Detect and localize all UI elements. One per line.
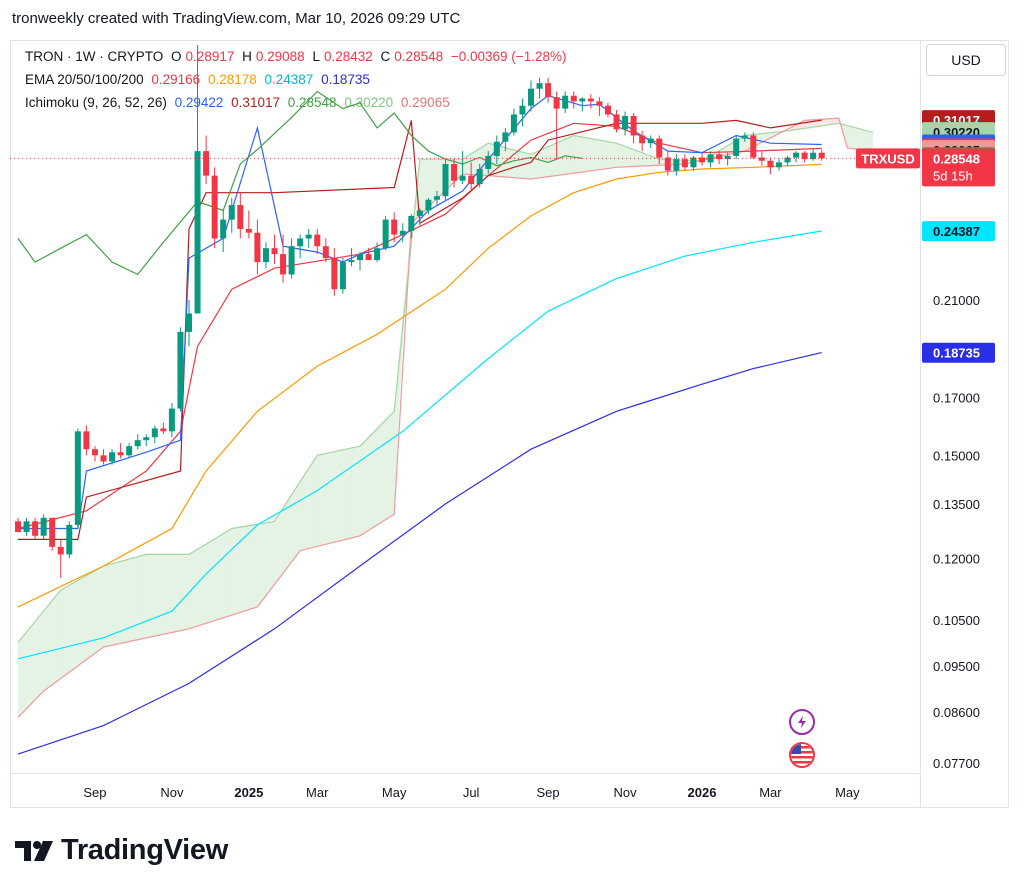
- time-axis-separator: [10, 773, 920, 774]
- ema-legend-row[interactable]: EMA 20/50/100/200 0.29166 0.28178 0.2438…: [25, 72, 374, 87]
- tradingview-logo[interactable]: TradingView: [15, 834, 228, 867]
- ema-value-20: 0.29166: [151, 72, 201, 87]
- ichimoku-value-tenkan: 0.29422: [174, 95, 224, 110]
- chart-frame[interactable]: [10, 40, 1009, 808]
- ohlc-open: O 0.28917: [171, 49, 235, 64]
- price-change: −0.00369 (−1.28%): [450, 49, 567, 64]
- symbol-legend-row[interactable]: TRON · 1W · CRYPTO O 0.28917 H 0.29088 L 0.…: [25, 49, 570, 64]
- ohlc-high: H 0.29088: [242, 49, 305, 64]
- ohlc-close: C 0.28548: [380, 49, 444, 64]
- ichimoku-value-span-b: 0.29065: [400, 95, 450, 110]
- ichimoku-value-chikou: 0.28548: [287, 95, 337, 110]
- lightning-icon[interactable]: [789, 709, 815, 735]
- ichimoku-value-kijun: 0.31017: [231, 95, 280, 110]
- chart-caption: tronweekly created with TradingView.com,…: [12, 10, 461, 27]
- tradingview-logo-icon: [15, 840, 53, 861]
- ichimoku-value-span-a: 0.30220: [344, 95, 394, 110]
- ichimoku-label: Ichimoku (9, 26, 52, 26): [25, 95, 167, 110]
- ohlc-low: L 0.28432: [312, 49, 373, 64]
- currency-button[interactable]: USD: [926, 44, 1006, 76]
- ema-value-200: 0.18735: [321, 72, 370, 87]
- ichimoku-legend-row[interactable]: Ichimoku (9, 26, 52, 26) 0.29422 0.31017…: [25, 95, 454, 110]
- ema-label: EMA 20/50/100/200: [25, 72, 144, 87]
- us-flag-icon[interactable]: [789, 742, 815, 768]
- tradingview-brand: TradingView: [61, 834, 228, 866]
- symbol-line: TRON · 1W · CRYPTO: [25, 49, 164, 64]
- ema-value-50: 0.28178: [207, 72, 257, 87]
- price-axis-separator: [920, 40, 921, 808]
- ema-value-100: 0.24387: [264, 72, 314, 87]
